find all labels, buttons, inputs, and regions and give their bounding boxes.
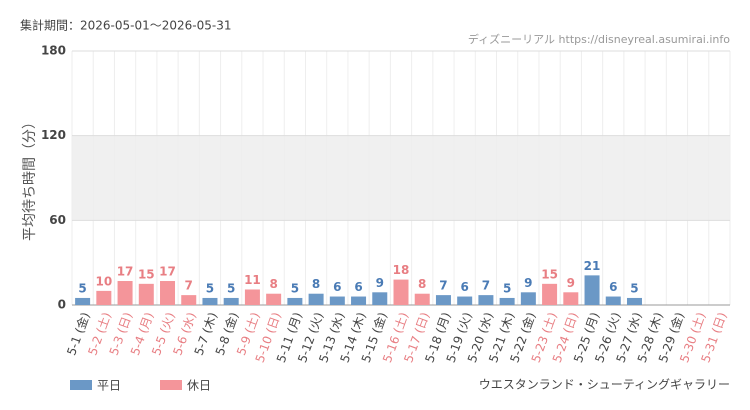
value-label: 11 [244, 273, 261, 287]
legend-label: 平日 [97, 379, 121, 393]
bar [457, 296, 473, 305]
bar [244, 289, 260, 305]
bar [478, 295, 494, 305]
bar [414, 293, 430, 305]
legend-swatch [70, 380, 92, 390]
value-label: 5 [630, 281, 638, 295]
value-label: 15 [138, 267, 155, 281]
value-label: 5 [206, 281, 214, 295]
value-label: 6 [609, 280, 617, 294]
bar [542, 283, 558, 305]
value-label: 7 [439, 279, 447, 293]
bar [499, 297, 515, 305]
value-label: 21 [584, 259, 601, 273]
y-tick-label: 60 [49, 213, 66, 227]
value-label: 6 [333, 280, 341, 294]
legend-swatch [160, 380, 182, 390]
value-label: 10 [95, 274, 112, 288]
y-tick-label: 180 [41, 44, 66, 58]
bar [308, 293, 324, 305]
y-tick-label: 120 [41, 128, 66, 142]
value-label: 6 [460, 280, 468, 294]
value-label: 9 [567, 276, 575, 290]
bar [393, 279, 409, 305]
value-label: 9 [524, 276, 532, 290]
value-label: 17 [117, 265, 134, 279]
value-label: 8 [312, 277, 320, 291]
period: 集計期間：2026-05-01～2026-05-31 [20, 18, 231, 33]
bar [181, 295, 197, 305]
value-label: 9 [376, 276, 384, 290]
value-label: 5 [291, 281, 299, 295]
bar [96, 290, 112, 305]
bar [138, 283, 154, 305]
bar [520, 292, 536, 305]
source: ディズニーリアル https://disneyreal.asumirai.inf… [468, 32, 730, 46]
bar [584, 275, 600, 305]
bar [202, 297, 218, 305]
value-label: 8 [418, 277, 426, 291]
shaded-band [72, 135, 730, 221]
value-label: 5 [227, 281, 235, 295]
bar [75, 297, 91, 305]
y-tick-label: 0 [58, 298, 66, 312]
legend-label: 休日 [187, 379, 211, 393]
value-label: 5 [503, 281, 511, 295]
value-label: 7 [185, 279, 193, 293]
value-label: 15 [541, 267, 558, 281]
bar [287, 297, 303, 305]
value-label: 6 [354, 280, 362, 294]
bar [563, 292, 579, 305]
bar [372, 292, 388, 305]
bar [117, 281, 133, 305]
value-label: 7 [482, 279, 490, 293]
bar [160, 281, 176, 305]
bar [626, 297, 642, 305]
bar [605, 296, 621, 305]
bar [351, 296, 367, 305]
footer: ウエスタンランド・シューティングギャラリー [479, 378, 730, 392]
y-axis-label: 平均待ち時間（分） [22, 115, 38, 241]
value-label: 18 [393, 263, 410, 277]
value-label: 5 [78, 281, 86, 295]
bar [223, 297, 239, 305]
value-label: 17 [159, 265, 176, 279]
value-label: 8 [269, 277, 277, 291]
bar [329, 296, 345, 305]
bar [435, 295, 451, 305]
bar [266, 293, 282, 305]
